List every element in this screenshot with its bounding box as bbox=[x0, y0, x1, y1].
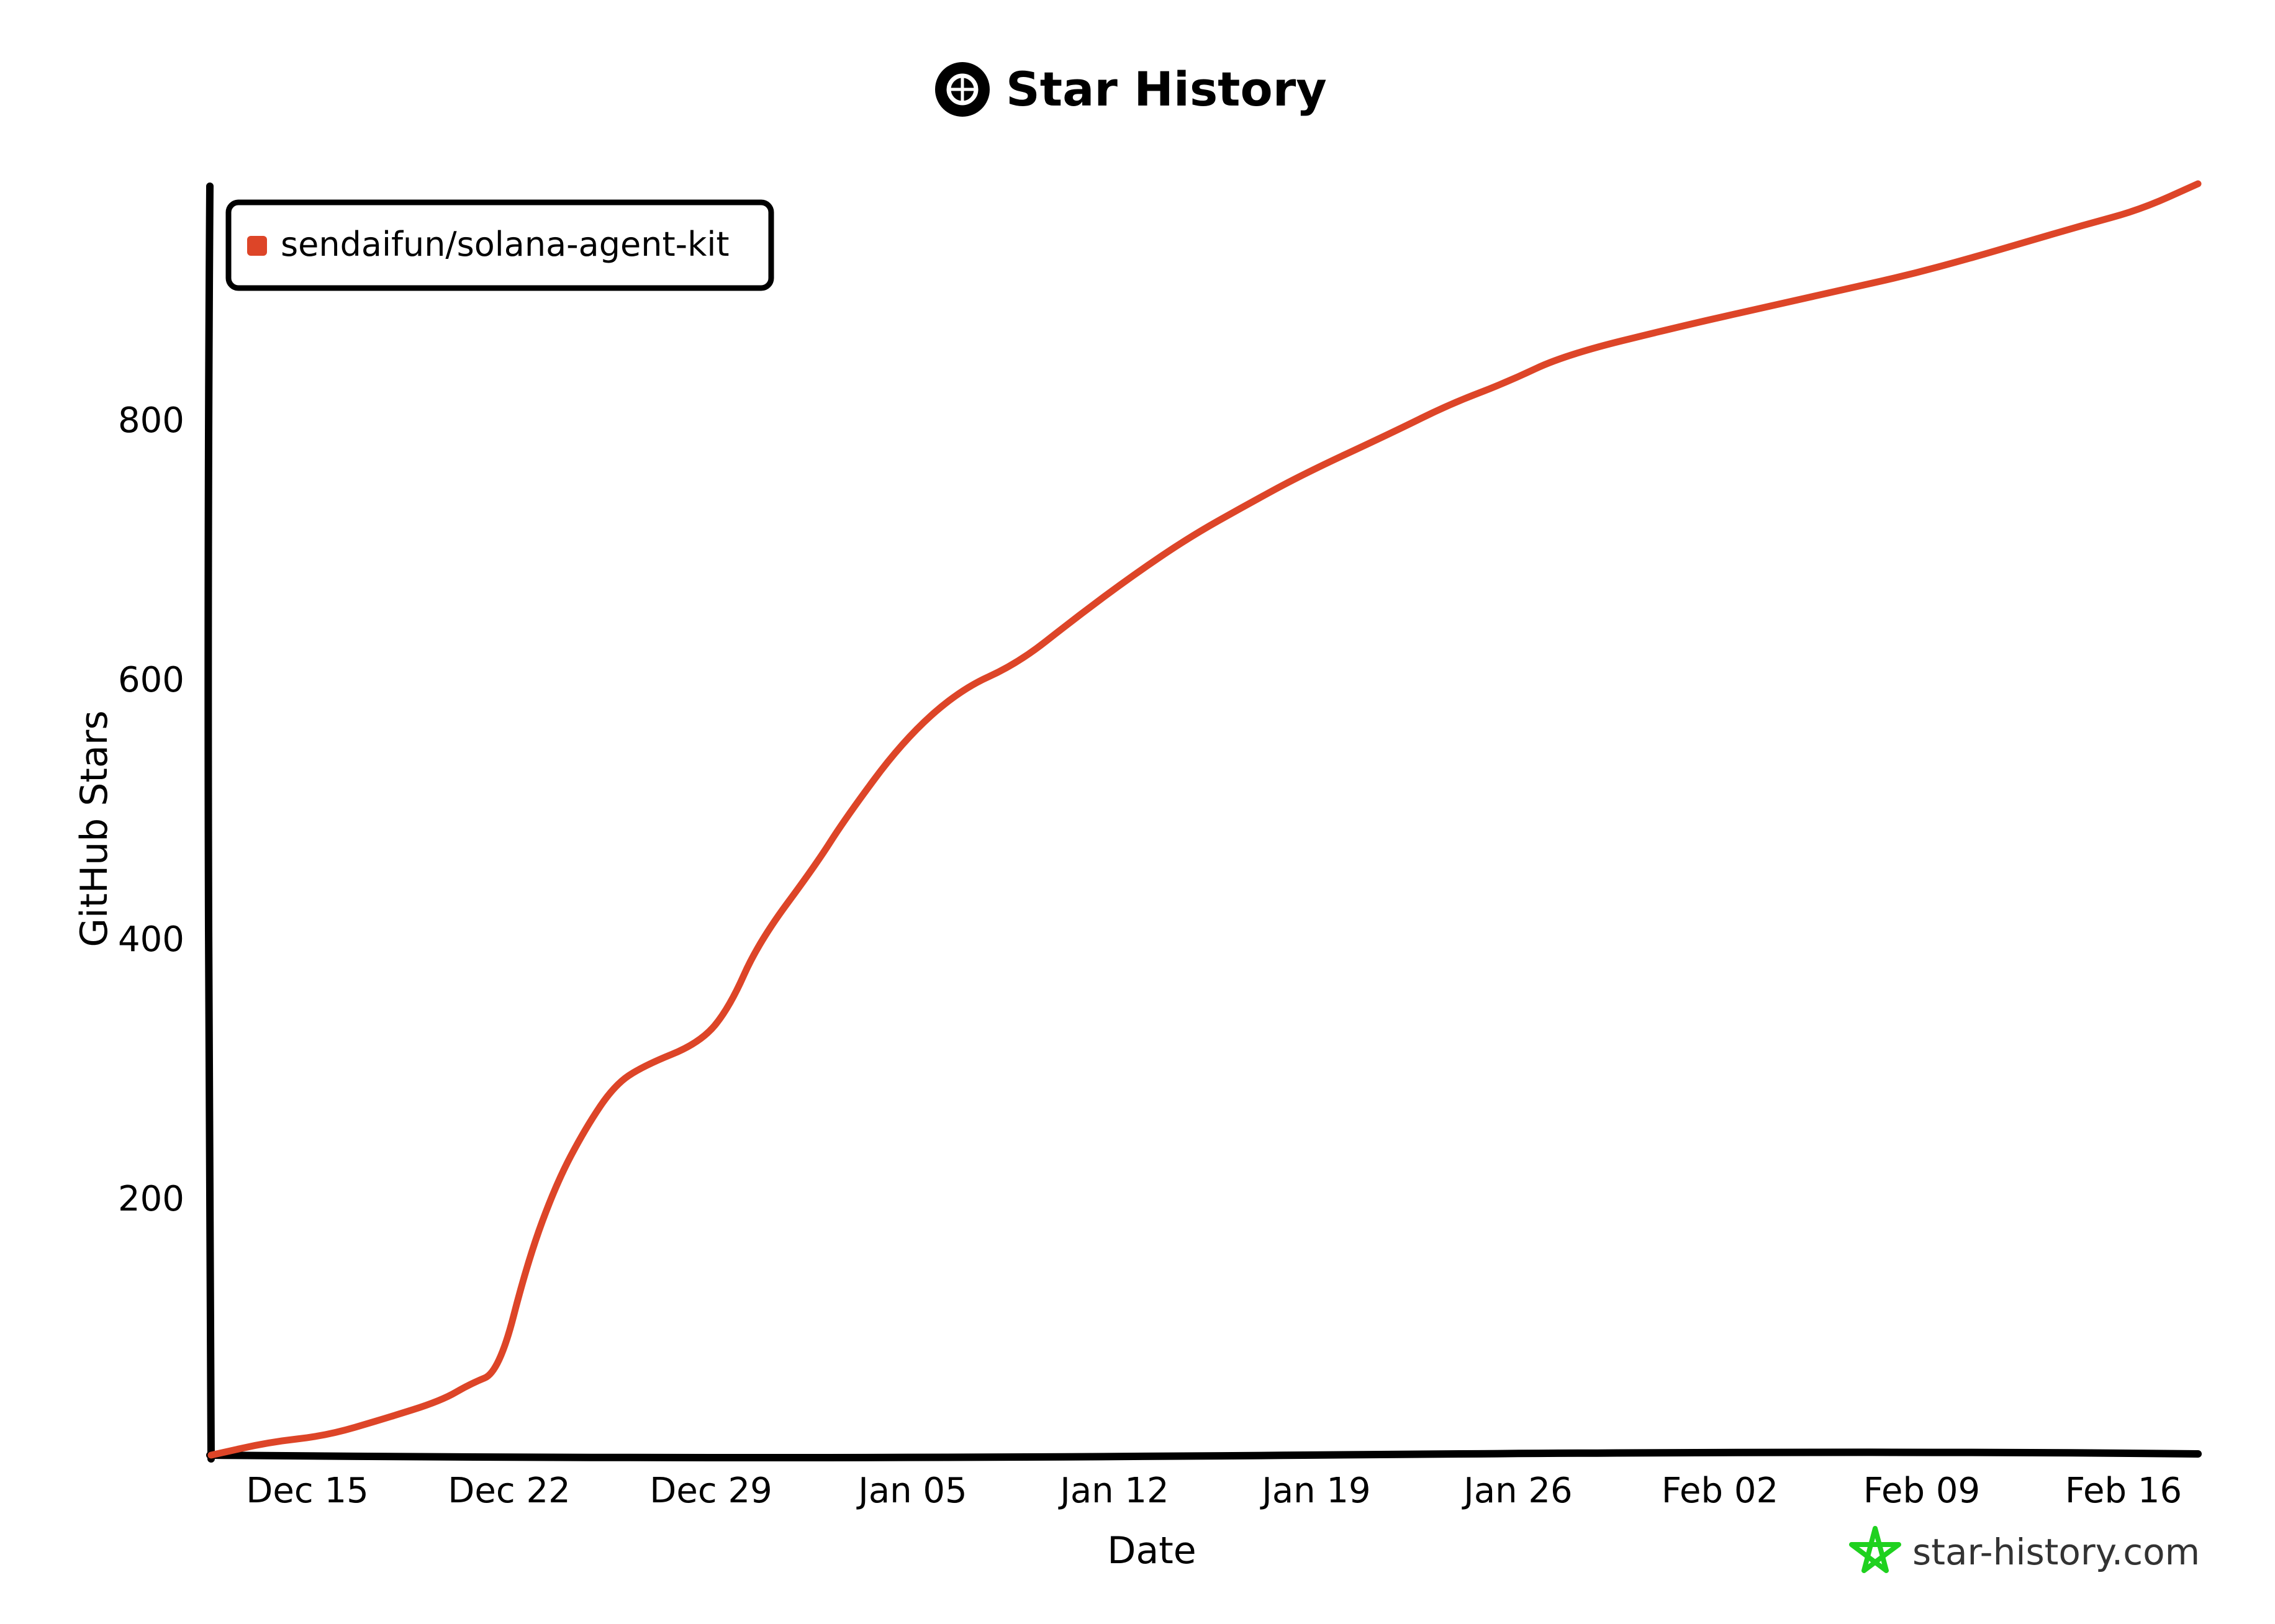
y-tick-label-800: 800 bbox=[118, 400, 184, 441]
x-tick-label-feb-09: Feb 09 bbox=[1863, 1471, 1980, 1511]
chart-title-group: Star History bbox=[935, 61, 1327, 117]
x-tick-label-jan-26: Jan 26 bbox=[1462, 1471, 1572, 1511]
y-axis bbox=[204, 183, 215, 1463]
legend-box bbox=[225, 199, 774, 291]
x-tick-label-jan-19: Jan 19 bbox=[1260, 1471, 1370, 1511]
y-axis-label: GitHub Stars bbox=[73, 710, 116, 947]
watermark-text: star-history.com bbox=[1912, 1531, 2200, 1573]
x-tick-label-feb-02: Feb 02 bbox=[1662, 1471, 1778, 1511]
star-history-logo-icon bbox=[1849, 1526, 1901, 1573]
x-axis-label: Date bbox=[1107, 1529, 1196, 1572]
y-tick-label-400: 400 bbox=[118, 919, 184, 960]
x-tick-labels: Dec 15 Dec 22 Dec 29 Jan 05 Jan 12 Jan 1… bbox=[246, 1471, 2182, 1511]
series-line-solana-agent-kit bbox=[207, 180, 2202, 1459]
x-axis bbox=[206, 1448, 2202, 1461]
y-tick-label-200: 200 bbox=[118, 1179, 184, 1219]
x-tick-label-dec-15: Dec 15 bbox=[246, 1471, 368, 1511]
x-tick-label-jan-12: Jan 12 bbox=[1058, 1471, 1169, 1511]
y-tick-label-600: 600 bbox=[118, 660, 184, 700]
x-tick-label-dec-22: Dec 22 bbox=[448, 1471, 570, 1511]
x-tick-label-dec-29: Dec 29 bbox=[649, 1471, 772, 1511]
legend-swatch bbox=[247, 236, 267, 256]
legend-entry-label: sendaifun/solana-agent-kit bbox=[281, 225, 730, 264]
watermark: star-history.com bbox=[1849, 1526, 2200, 1573]
x-tick-label-feb-16: Feb 16 bbox=[2065, 1471, 2182, 1511]
chart-title: Star History bbox=[1006, 61, 1327, 117]
github-logo-icon-cross bbox=[949, 76, 976, 103]
legend: sendaifun/solana-agent-kit bbox=[225, 199, 774, 291]
x-tick-label-jan-05: Jan 05 bbox=[856, 1471, 967, 1511]
